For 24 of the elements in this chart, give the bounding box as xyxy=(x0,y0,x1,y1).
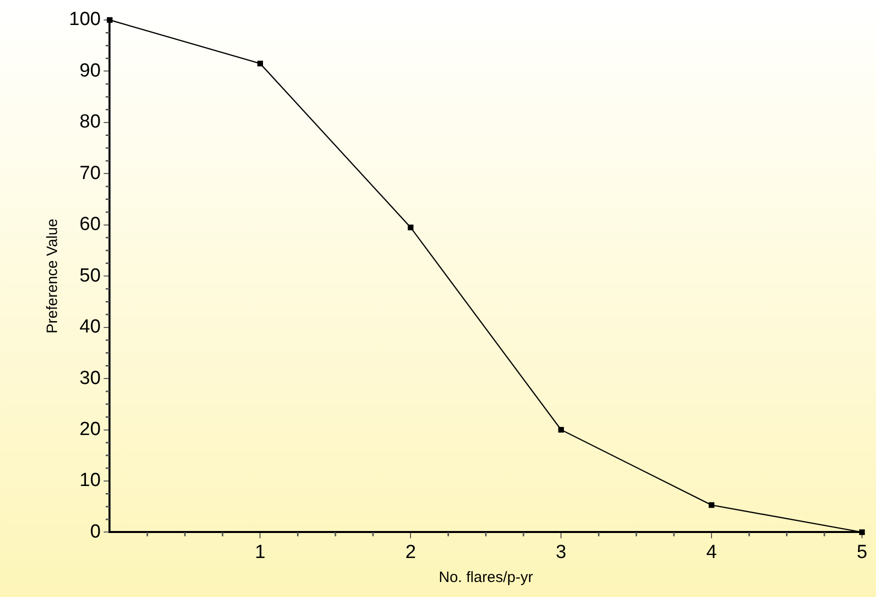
x-tick-label: 4 xyxy=(706,542,718,563)
point xyxy=(558,426,564,433)
y-tick-label: 100 xyxy=(69,9,101,30)
y-tick-label: 30 xyxy=(80,368,101,389)
x-tick-label: 5 xyxy=(856,542,868,563)
y-tick-label: 70 xyxy=(80,162,101,184)
y-tick-label: 10 xyxy=(80,470,101,492)
x-axis-title: No. flares/p-yr xyxy=(438,569,533,586)
point xyxy=(708,502,714,508)
point xyxy=(106,17,113,23)
point xyxy=(257,60,263,66)
point xyxy=(859,529,865,536)
y-tick-label: 90 xyxy=(80,60,101,82)
x-tick-label: 3 xyxy=(556,542,566,563)
point xyxy=(408,224,414,230)
y-tick-label: 20 xyxy=(80,418,101,440)
x-tick-label: 2 xyxy=(405,542,416,563)
x-tick-label: 1 xyxy=(254,542,266,563)
y-tick-label: 40 xyxy=(80,316,101,338)
y-tick-label: 80 xyxy=(80,112,101,133)
y-tick-label: 50 xyxy=(80,265,101,286)
y-tick-label: 60 xyxy=(80,214,101,236)
y-axis-title: Preference Value xyxy=(44,218,62,334)
y-tick-label: 0 xyxy=(90,521,101,542)
